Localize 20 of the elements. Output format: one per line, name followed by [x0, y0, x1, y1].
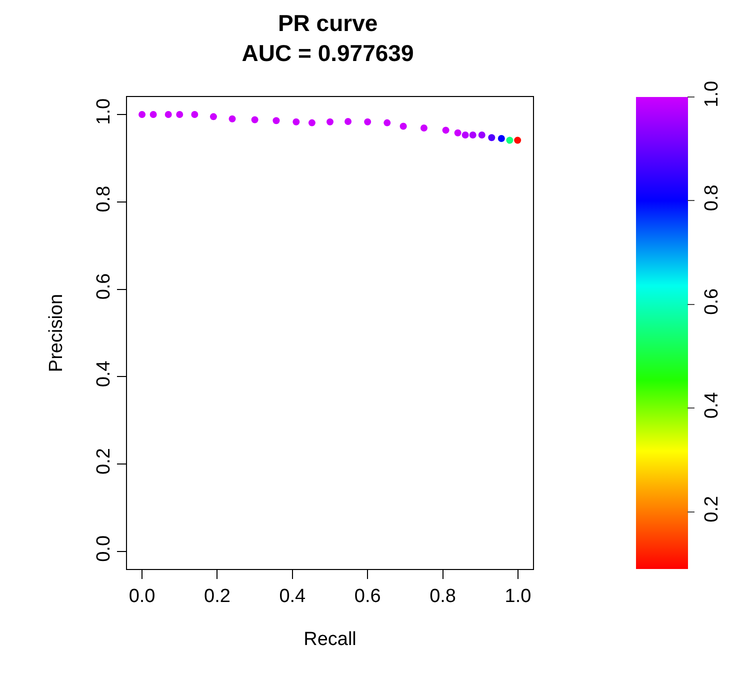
x-tick-label: 0.6 — [354, 586, 381, 607]
color-bar-label: 0.6 — [701, 288, 722, 315]
x-tick-label: 0.8 — [430, 586, 456, 607]
y-tick-label: 0.8 — [93, 186, 114, 212]
y-tick-label: 0.0 — [93, 535, 114, 562]
x-axis-title: Recall — [304, 628, 356, 650]
x-tick-label: 0.4 — [279, 586, 306, 607]
y-axis-title: Precision — [46, 294, 68, 372]
y-tick-label: 0.4 — [93, 360, 114, 388]
y-tick-label: 0.6 — [93, 273, 114, 300]
color-bar-label: 0.8 — [701, 184, 722, 212]
color-bar-label: 1.0 — [701, 80, 722, 108]
x-tick-label: 1.0 — [504, 586, 532, 607]
x-tick-label: 0.2 — [204, 586, 230, 607]
color-bar-label: 0.4 — [701, 392, 722, 419]
y-tick-label: 0.2 — [93, 448, 114, 474]
x-tick-label: 0.0 — [128, 586, 156, 607]
chart-title: PR curve AUC = 0.977639 — [242, 10, 414, 66]
color-bar-label: 0.2 — [701, 496, 722, 522]
y-tick-label: 1.0 — [93, 98, 114, 125]
